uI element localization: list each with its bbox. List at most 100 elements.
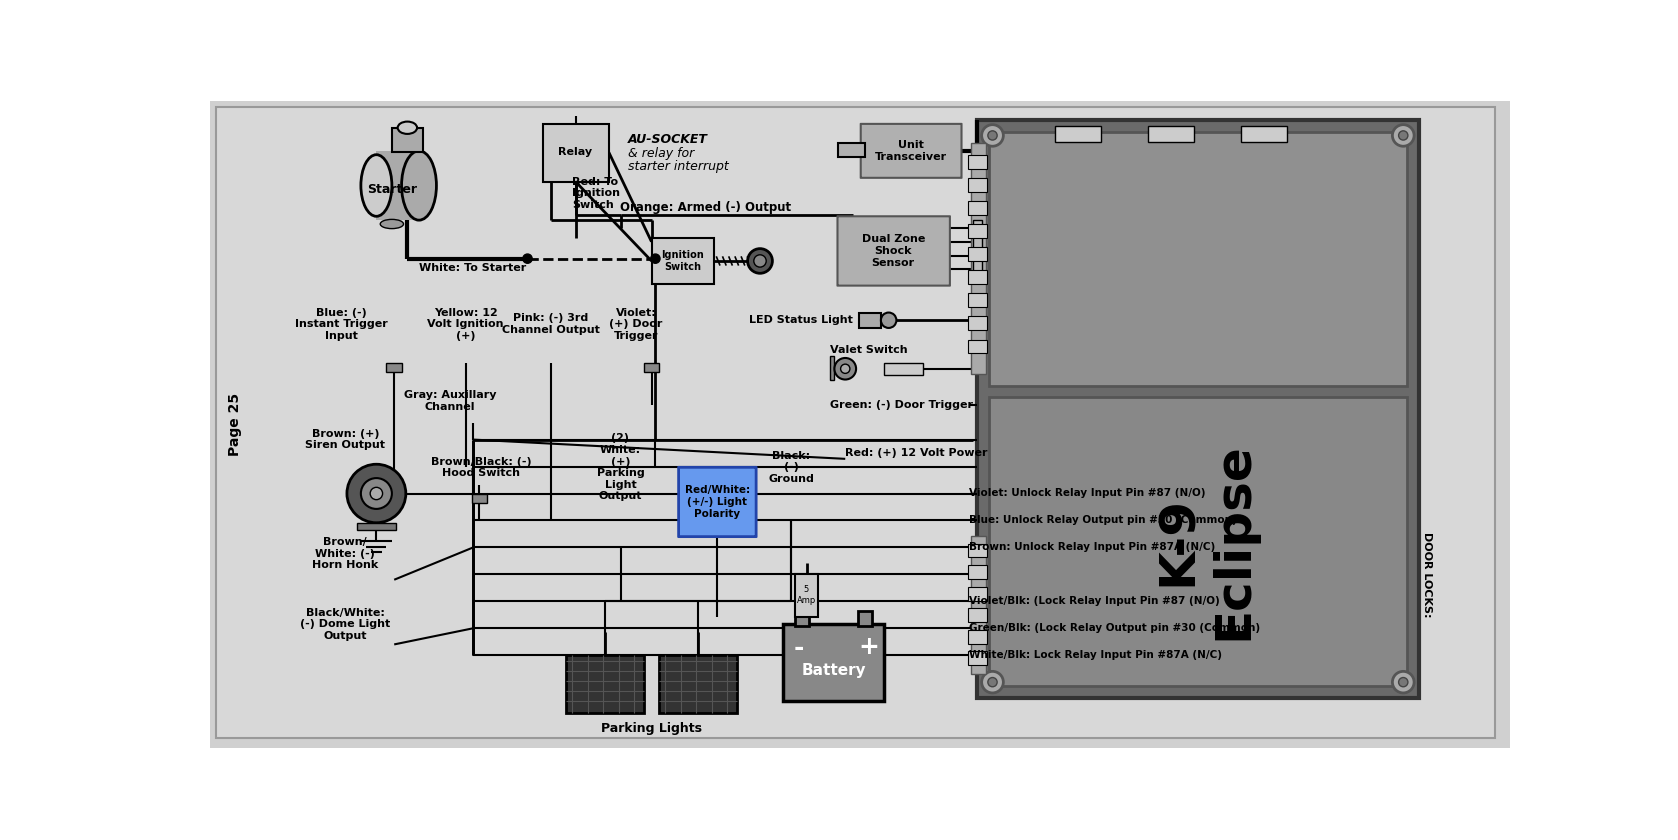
Bar <box>968 565 987 579</box>
Text: & relay for: & relay for <box>628 147 695 160</box>
Bar <box>972 536 987 675</box>
Circle shape <box>748 249 772 273</box>
Bar <box>968 155 987 169</box>
Circle shape <box>651 254 659 263</box>
Bar <box>884 363 923 375</box>
Circle shape <box>834 358 856 380</box>
Circle shape <box>982 124 1003 146</box>
Circle shape <box>1398 131 1408 140</box>
Text: Orange: Armed (-) Output: Orange: Armed (-) Output <box>621 201 792 213</box>
Circle shape <box>988 678 997 687</box>
Bar <box>1054 126 1101 142</box>
Bar <box>972 143 987 374</box>
Circle shape <box>1398 678 1408 687</box>
Text: White/Blk: Lock Relay Input Pin #87A (N/C): White/Blk: Lock Relay Input Pin #87A (N/… <box>970 650 1222 660</box>
Text: Black:
(-)
Ground: Black: (-) Ground <box>769 451 814 484</box>
Ellipse shape <box>398 122 418 134</box>
Circle shape <box>347 465 406 522</box>
Circle shape <box>753 255 767 267</box>
Text: Brown: Unlock Relay Input Pin #87A (N/C): Brown: Unlock Relay Input Pin #87A (N/C) <box>970 543 1215 553</box>
Bar <box>829 356 834 380</box>
Text: Blue: (-)
Instant Trigger
Input: Blue: (-) Instant Trigger Input <box>295 307 388 341</box>
Bar <box>386 363 403 372</box>
Bar <box>968 651 987 665</box>
Text: Relay: Relay <box>559 147 592 157</box>
Text: Pink: (-) 3rd
Channel Output: Pink: (-) 3rd Channel Output <box>502 313 599 335</box>
Text: Violet:
(+) Door
Trigger: Violet: (+) Door Trigger <box>609 307 663 341</box>
Text: Black/White:
(-) Dome Light
Output: Black/White: (-) Dome Light Output <box>300 608 391 641</box>
FancyBboxPatch shape <box>678 467 757 537</box>
Bar <box>968 247 987 261</box>
FancyBboxPatch shape <box>837 216 950 286</box>
Bar <box>968 178 987 192</box>
Text: Red/White:
(+/-) Light
Polarity: Red/White: (+/-) Light Polarity <box>685 486 750 518</box>
Text: +: + <box>857 636 879 659</box>
Text: starter interrupt: starter interrupt <box>628 160 728 173</box>
Text: Red: To
Ignition
Switch: Red: To Ignition Switch <box>572 176 621 210</box>
Text: Ignition
Switch: Ignition Switch <box>661 250 703 272</box>
Ellipse shape <box>381 219 403 228</box>
Text: Parking Lights: Parking Lights <box>601 722 701 735</box>
Text: White: To Starter: White: To Starter <box>420 263 527 273</box>
Bar <box>968 224 987 238</box>
Text: Blue: Unlock Relay Output pin #30 (Common): Blue: Unlock Relay Output pin #30 (Commo… <box>970 516 1237 526</box>
Ellipse shape <box>401 151 436 220</box>
Text: Violet: Unlock Relay Input Pin #87 (N/O): Violet: Unlock Relay Input Pin #87 (N/O) <box>970 489 1206 498</box>
Circle shape <box>371 487 383 500</box>
Circle shape <box>881 312 896 328</box>
Circle shape <box>524 254 532 263</box>
Bar <box>968 293 987 307</box>
Circle shape <box>361 478 393 509</box>
Text: Green: (-) Door Trigger: Green: (-) Door Trigger <box>829 400 973 410</box>
Bar <box>795 575 819 617</box>
Bar <box>393 128 423 152</box>
Bar <box>968 270 987 284</box>
Bar <box>968 543 987 558</box>
Text: Unit
Transceiver: Unit Transceiver <box>874 140 946 161</box>
Bar <box>968 630 987 643</box>
Text: Brown: (+)
Siren Output: Brown: (+) Siren Output <box>305 428 386 450</box>
Bar <box>988 397 1408 686</box>
Bar <box>795 611 809 626</box>
Text: Brown/
White: (-)
Horn Honk: Brown/ White: (-) Horn Honk <box>312 537 379 570</box>
Bar <box>659 655 737 713</box>
Text: Starter: Starter <box>367 183 416 196</box>
Text: K-9
Eclipse: K-9 Eclipse <box>1154 443 1257 640</box>
Circle shape <box>988 131 997 140</box>
Text: AU-SOCKET: AU-SOCKET <box>628 133 708 146</box>
Text: Brown/Black: (-)
Hood Switch: Brown/Black: (-) Hood Switch <box>431 456 532 478</box>
Bar <box>968 586 987 601</box>
Bar <box>837 143 864 157</box>
Circle shape <box>1393 671 1415 693</box>
Text: Valet Switch: Valet Switch <box>829 345 908 355</box>
FancyBboxPatch shape <box>861 123 961 178</box>
Ellipse shape <box>361 155 393 216</box>
Bar <box>973 220 982 281</box>
Text: DOOR LOCKS:: DOOR LOCKS: <box>1421 532 1431 617</box>
Bar <box>859 312 881 328</box>
Circle shape <box>841 364 849 373</box>
Text: Page 25: Page 25 <box>228 392 242 456</box>
Bar <box>859 611 873 626</box>
Bar <box>988 132 1408 386</box>
Bar <box>968 317 987 330</box>
Text: Gray: Auxillary
Channel: Gray: Auxillary Channel <box>404 391 497 412</box>
Text: LED Status Light: LED Status Light <box>748 315 852 325</box>
Bar <box>1148 126 1195 142</box>
Bar <box>968 201 987 215</box>
Bar <box>1240 126 1287 142</box>
Bar <box>651 238 713 284</box>
Bar <box>565 655 644 713</box>
Bar <box>784 624 884 701</box>
Text: -: - <box>794 636 804 659</box>
Bar <box>968 608 987 622</box>
Text: 5
Amp: 5 Amp <box>797 585 816 605</box>
Text: Green/Blk: (Lock Relay Output pin #30 (Common): Green/Blk: (Lock Relay Output pin #30 (C… <box>970 623 1260 633</box>
Bar <box>544 123 609 181</box>
Bar <box>472 493 487 502</box>
Bar <box>644 363 659 372</box>
Circle shape <box>982 671 1003 693</box>
Text: Dual Zone
Shock
Sensor: Dual Zone Shock Sensor <box>861 234 925 268</box>
Bar <box>968 339 987 354</box>
Text: Red: (+) 12 Volt Power: Red: (+) 12 Volt Power <box>846 449 988 459</box>
